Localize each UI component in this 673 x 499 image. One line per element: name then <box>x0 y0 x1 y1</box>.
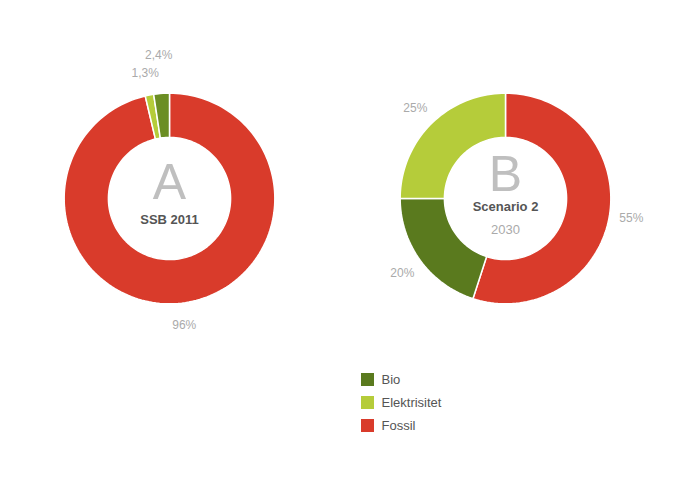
svg-text:A: A <box>152 154 186 210</box>
html-text:Bio: Bio <box>381 372 401 387</box>
svg-text:20%: 20% <box>390 266 414 280</box>
svg-text:1,3%: 1,3% <box>131 66 159 80</box>
html-text:Fossil: Fossil <box>381 418 416 433</box>
svg-text:2,4%: 2,4% <box>145 48 173 62</box>
svg-text:Scenario 2: Scenario 2 <box>472 199 538 214</box>
svg-text:B: B <box>488 146 521 202</box>
svg-text:25%: 25% <box>403 101 427 115</box>
svg-text:SSB 2011: SSB 2011 <box>140 212 199 227</box>
svg-text:2030: 2030 <box>491 222 520 237</box>
svg-text:55%: 55% <box>619 211 643 225</box>
svg-text:96%: 96% <box>172 318 196 332</box>
html-text:Elektrisitet: Elektrisitet <box>381 395 442 410</box>
